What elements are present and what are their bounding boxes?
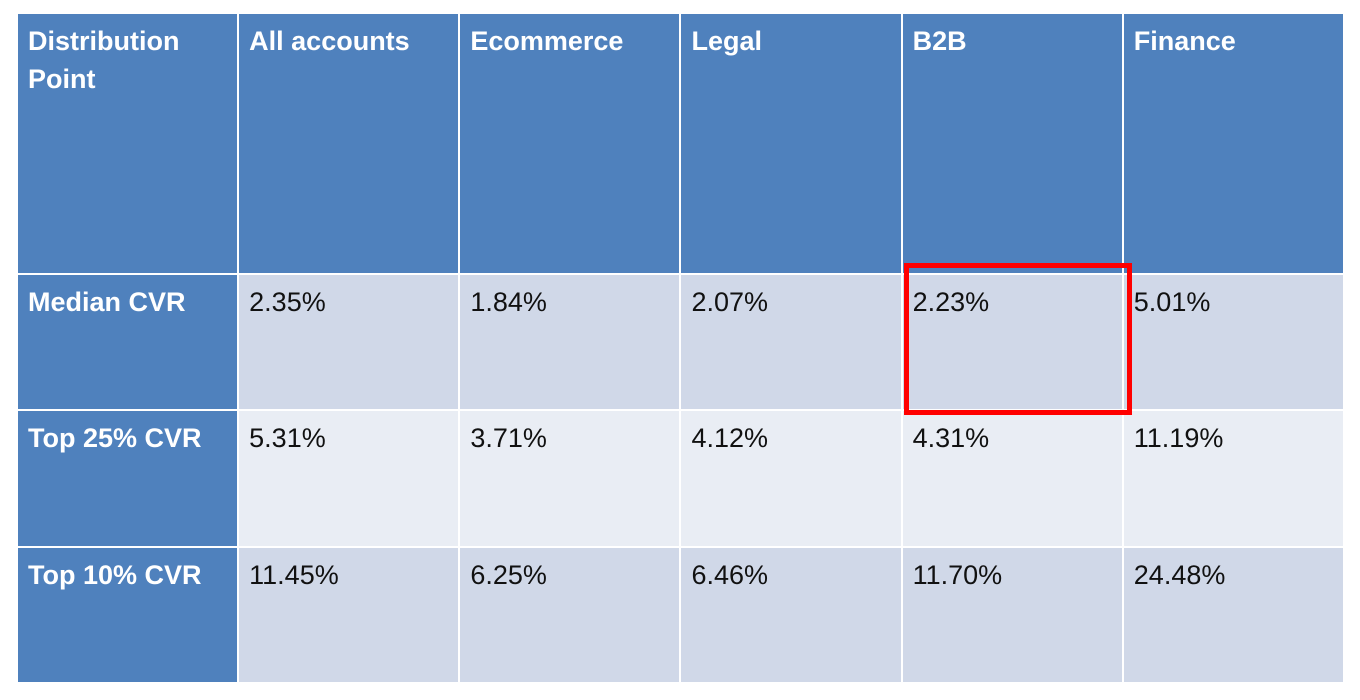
header-finance: Finance xyxy=(1123,14,1343,273)
header-all-accounts: All accounts xyxy=(239,14,459,273)
cell-top10-finance: 24.48% xyxy=(1123,547,1343,682)
cell-top25-legal: 4.12% xyxy=(681,411,901,546)
cvr-table-container: Distribution Point All accounts Ecommerc… xyxy=(16,12,1345,684)
header-ecommerce: Ecommerce xyxy=(460,14,680,273)
cell-median-finance: 5.01% xyxy=(1123,275,1343,410)
cell-median-legal: 2.07% xyxy=(681,275,901,410)
cvr-table: Distribution Point All accounts Ecommerc… xyxy=(16,12,1345,684)
header-row: Distribution Point All accounts Ecommerc… xyxy=(18,14,1343,273)
header-b2b: B2B xyxy=(902,14,1122,273)
row-label-top-25-cvr: Top 25% CVR xyxy=(18,411,238,546)
cell-median-ecommerce: 1.84% xyxy=(460,275,680,410)
table-row: Median CVR 2.35% 1.84% 2.07% 2.23% 5.01% xyxy=(18,275,1343,410)
cell-top25-b2b: 4.31% xyxy=(902,411,1122,546)
cell-top25-all-accounts: 5.31% xyxy=(239,411,459,546)
row-label-top-10-cvr: Top 10% CVR xyxy=(18,547,238,682)
cell-top10-all-accounts: 11.45% xyxy=(239,547,459,682)
table-row: Top 25% CVR 5.31% 3.71% 4.12% 4.31% 11.1… xyxy=(18,411,1343,546)
cell-top10-ecommerce: 6.25% xyxy=(460,547,680,682)
header-legal: Legal xyxy=(681,14,901,273)
cell-top25-ecommerce: 3.71% xyxy=(460,411,680,546)
cell-top10-legal: 6.46% xyxy=(681,547,901,682)
cell-top10-b2b: 11.70% xyxy=(902,547,1122,682)
cell-median-all-accounts: 2.35% xyxy=(239,275,459,410)
row-label-median-cvr: Median CVR xyxy=(18,275,238,410)
cell-top25-finance: 11.19% xyxy=(1123,411,1343,546)
header-distribution-point: Distribution Point xyxy=(18,14,238,273)
table-row: Top 10% CVR 11.45% 6.25% 6.46% 11.70% 24… xyxy=(18,547,1343,682)
cell-median-b2b: 2.23% xyxy=(902,275,1122,410)
